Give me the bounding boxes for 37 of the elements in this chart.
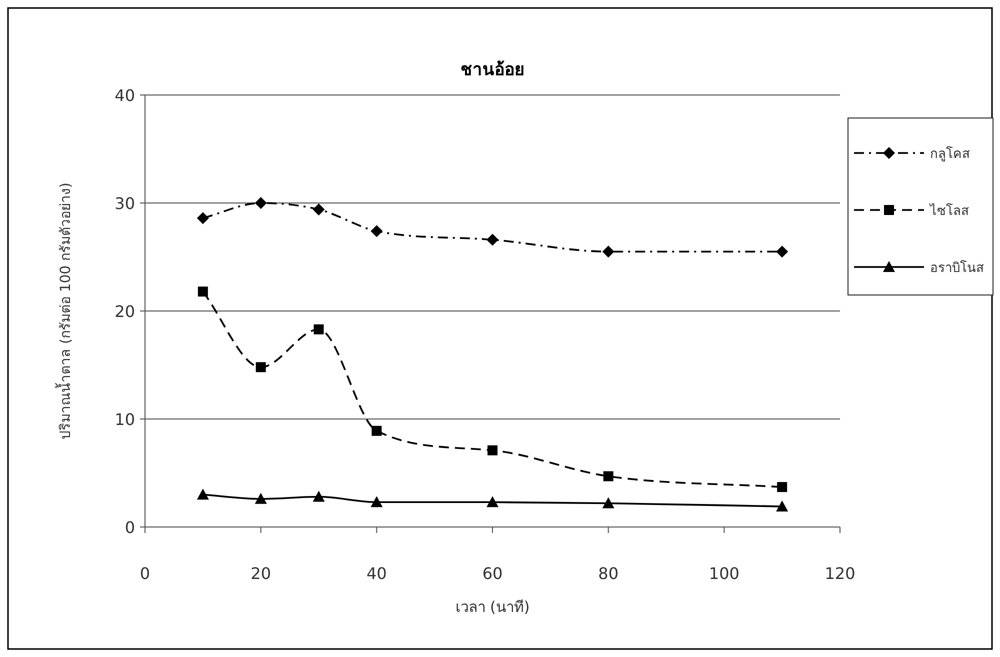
x-tick-label: 40 [366,564,387,583]
x-tick-label: 100 [708,564,740,583]
point [256,362,266,372]
point [370,496,383,508]
y-axis-title: ปริมาณน้ำตาล (กรัมต่อ 100 กรัมตัวอย่าง) [55,182,74,440]
legend: กลูโคส ไซโลส อราบิโนส [848,118,994,296]
point [603,471,614,482]
point [602,497,614,508]
y-tick-label: 10 [114,410,135,429]
point [488,445,498,456]
point [486,496,498,508]
point [196,212,209,224]
point [254,197,267,209]
chart-title: ชานอ้อย [460,60,524,80]
y-tick-label: 40 [114,86,135,105]
point [370,225,383,238]
point [602,246,614,258]
point [777,482,788,492]
y-tick-label: 30 [114,194,135,213]
point [776,246,788,258]
point [486,234,498,246]
x-tick-label: 120 [824,564,856,583]
point [196,488,209,500]
point [372,426,382,436]
x-tick-label: 20 [250,564,272,583]
y-tick-label: 20 [114,302,135,321]
point [776,500,788,512]
point [312,490,325,502]
x-axis-title: เวลา (นาที) [455,598,530,616]
x-tick-label: 60 [482,564,503,583]
point [312,203,325,216]
y-tick-label: 0 [124,518,135,537]
point [254,492,267,504]
point [314,324,324,334]
point [198,286,208,297]
x-tick-label: 0 [140,564,150,583]
x-tick-label: 80 [598,564,619,583]
